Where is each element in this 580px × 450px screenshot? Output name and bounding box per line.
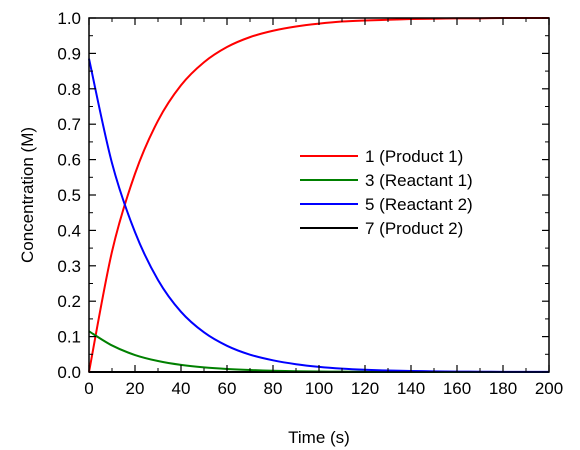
- y-tick-label: 0.0: [57, 363, 81, 382]
- y-tick-label: 0.9: [57, 44, 81, 63]
- x-tick-label: 40: [172, 379, 191, 398]
- y-tick-label: 1.0: [57, 9, 81, 28]
- legend-label: 3 (Reactant 1): [365, 171, 473, 190]
- tick-labels: 0 20 40 60 80 100 120 140 160 180 200 0.0 0.1 0.2 0.3 0…: [57, 9, 563, 398]
- x-tick-label: 60: [218, 379, 237, 398]
- x-tick-label: 0: [84, 379, 93, 398]
- y-tick-label: 0.8: [57, 80, 81, 99]
- y-tick-label: 0.5: [57, 186, 81, 205]
- x-tick-label: 20: [126, 379, 145, 398]
- ticks-layer: [88, 17, 550, 373]
- legend: 1 (Product 1) 3 (Reactant 1) 5 (Reactant 2…: [300, 147, 473, 238]
- y-tick-label: 0.6: [57, 151, 81, 170]
- y-tick-label: 0.4: [57, 221, 81, 240]
- legend-label: 5 (Reactant 2): [365, 195, 473, 214]
- legend-label: 7 (Product 2): [365, 219, 463, 238]
- y-tick-label: 0.2: [57, 292, 81, 311]
- x-tick-label: 140: [397, 379, 425, 398]
- y-axis-title: Concentration (M): [18, 127, 37, 263]
- x-tick-label: 100: [305, 379, 333, 398]
- series-line-1: [88, 16, 549, 373]
- y-tick-label: 0.7: [57, 115, 81, 134]
- plot-frame: [88, 17, 550, 373]
- y-tick-label: 0.3: [57, 257, 81, 276]
- legend-label: 1 (Product 1): [365, 147, 463, 166]
- y-tick-label: 0.1: [57, 328, 81, 347]
- x-axis-title: Time (s): [288, 428, 350, 447]
- series-layer: [88, 16, 550, 374]
- x-tick-label: 180: [489, 379, 517, 398]
- series-line-3: [88, 58, 550, 373]
- x-tick-label: 80: [264, 379, 283, 398]
- x-tick-label: 200: [535, 379, 563, 398]
- x-tick-label: 160: [443, 379, 471, 398]
- x-tick-label: 120: [351, 379, 379, 398]
